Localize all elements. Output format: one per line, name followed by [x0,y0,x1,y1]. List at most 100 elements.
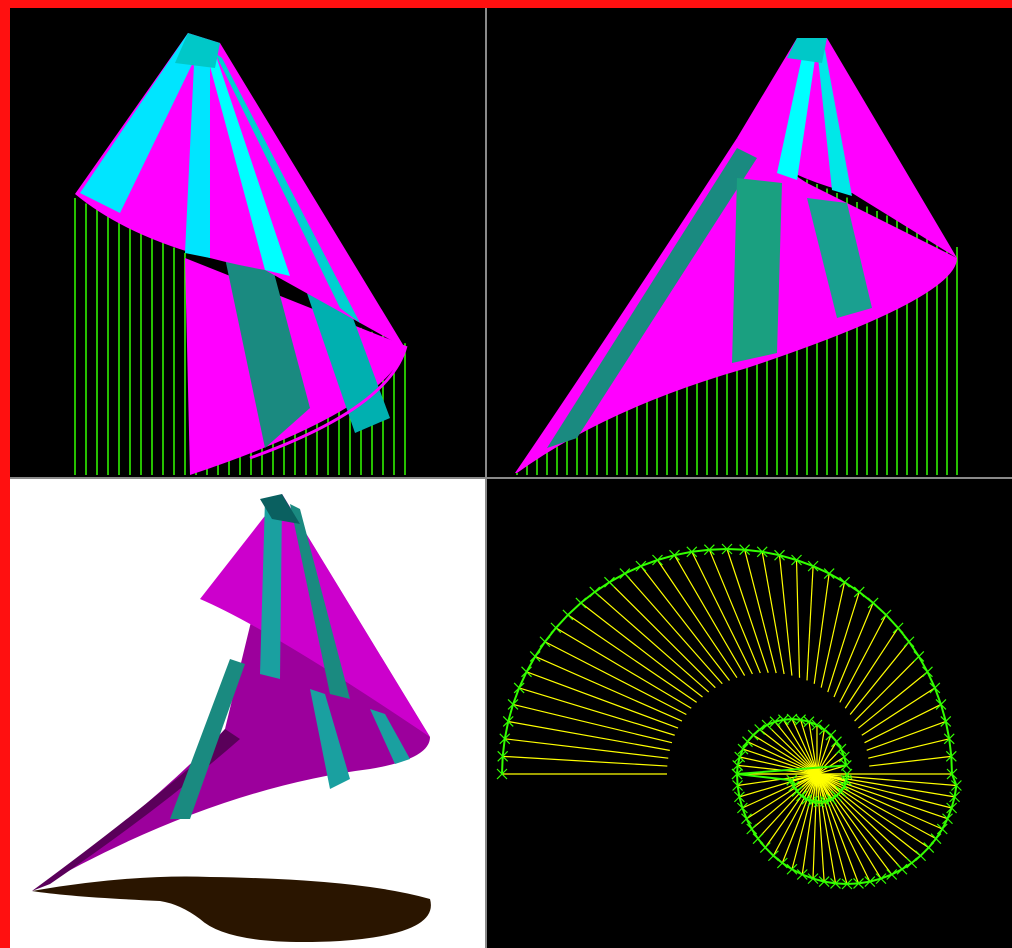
spiral-radial [820,582,846,688]
spiral-marker [786,863,798,875]
spiral-radial [640,565,730,681]
spiral-marker [732,780,744,791]
cone-apex [787,38,827,63]
spiral-marker [915,850,927,862]
spiral-radial [839,614,887,703]
spiral-radial [508,720,670,751]
cone-shadow [32,876,431,943]
viewport-bottom-right[interactable] [487,479,1012,948]
spiral-marker [896,863,908,875]
spiral-marker [831,736,842,748]
spiral-marker [922,666,933,678]
spiral-marker [807,560,819,572]
spiral-marker [737,743,749,755]
spiral-marker [823,568,835,579]
spiral-marker [929,682,941,694]
spiral-marker [942,813,953,825]
spiral-radial [726,548,769,673]
spiral-marker [946,768,958,780]
spiral-radial [816,773,845,787]
cone-stripe [817,48,852,196]
spiral-marker [892,622,904,634]
spiral-radial [812,773,818,802]
spiral-markers [496,543,962,890]
cone-stripe [310,689,350,789]
spiral-radial [816,773,952,809]
spiral-marker [774,549,785,561]
spiral-radial [854,656,920,722]
spiral-radial [791,773,818,781]
viewport-top-left[interactable] [10,8,485,477]
cone-stripe [290,504,350,699]
spiral-radial [502,755,668,767]
spiral-marker [811,719,823,731]
spiral-radial [816,729,825,775]
spiral-radial [816,773,921,857]
spiral-marker [830,877,841,889]
cone-rendered-shade [32,729,240,891]
spiral-radial [816,773,871,882]
spiral-radial [759,729,818,775]
spiral-radial [691,551,753,675]
spiral-radial [869,755,952,767]
spiral-marker [521,666,532,678]
spiral-radial [739,756,818,775]
spiral-marker [732,759,744,771]
spiral-radial [737,773,818,787]
spiral-marker [502,716,514,727]
cone-upper-surface [737,38,957,258]
spiral-marker [746,823,758,835]
spiral-marker [754,724,766,735]
spiral-radial [858,671,928,729]
spiral-radial [761,551,785,675]
spiral-radial [800,719,818,775]
spiral-radial [778,555,793,676]
cone-stripe [185,43,210,258]
spiral-radial [737,764,818,775]
spiral-marker [669,549,680,561]
spiral-marker [796,790,807,802]
spiral-marker [906,857,918,869]
spiral-radial [816,773,948,820]
spiral-marker [499,733,511,745]
spiral-marker [838,751,850,763]
spiral-marker [507,699,519,710]
spiral-radial [833,602,874,698]
spiral-radial [816,773,837,884]
spiral-radial [512,703,673,744]
spiral-marker [935,699,947,710]
spiral-marker [747,729,759,741]
spiral-marker [777,714,789,726]
spiral-marker [949,791,961,803]
spiral-marker [734,751,746,763]
spiral-marker [739,544,751,556]
spiral-marker [497,750,509,762]
spiral-marker [575,597,587,609]
viewport-top-right[interactable] [487,8,1012,477]
spiral-marker [752,833,764,845]
viewport-bottom-left[interactable] [10,479,485,948]
spiral-radial [816,773,955,798]
spiral-marker [801,793,813,805]
spiral-marker [759,842,771,854]
spiral-radial [594,591,710,693]
spiral-radial [774,721,818,775]
spiral-marker [945,750,957,762]
spiral-radial [844,627,899,709]
cone-model-side-view [515,38,958,475]
spiral-marker [835,743,847,755]
spiral-marker [761,719,773,731]
spiral-marker [686,546,698,558]
spiral-marker [786,713,798,725]
spiral-radial [793,773,818,787]
spiral-marker [841,768,853,780]
cone-stripe [547,148,757,448]
spiral-radial [806,566,814,681]
spiral-radial [816,773,832,800]
spiral-marker [635,560,647,572]
spiral-marker [589,586,601,598]
spiral-radial [656,559,738,679]
spiral-marker [839,576,850,588]
spiral-radial [580,602,703,698]
spiral-radial [866,720,946,751]
